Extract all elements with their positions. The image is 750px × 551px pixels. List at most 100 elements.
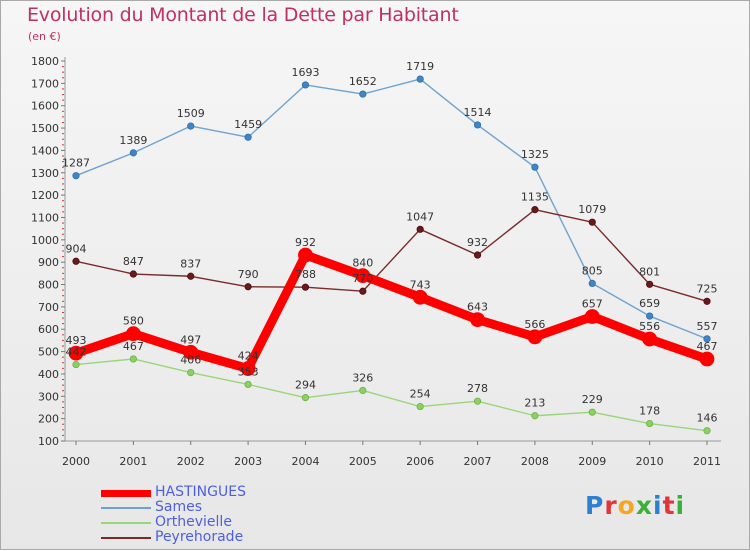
y-minor-tick — [62, 189, 64, 191]
data-label-orthevielle: 229 — [582, 393, 603, 406]
y-minor-tick — [62, 250, 64, 252]
y-minor-tick — [62, 367, 64, 369]
data-label-peyrehorade: 904 — [66, 242, 87, 255]
data-point-sames — [72, 172, 80, 180]
y-minor-tick — [62, 155, 64, 157]
data-point-orthevielle — [531, 412, 539, 420]
y-minor-tick — [62, 429, 64, 431]
data-label-hastingues: 493 — [66, 334, 87, 347]
data-point-sames — [531, 163, 539, 171]
y-tick-label: 400 — [38, 368, 59, 381]
data-point-hastingues — [355, 268, 371, 283]
data-label-hastingues: 932 — [295, 236, 316, 249]
data-point-peyrehorade — [72, 257, 80, 265]
data-point-peyrehorade — [416, 225, 424, 233]
y-minor-tick — [62, 88, 64, 90]
data-label-hastingues: 497 — [180, 333, 201, 346]
data-point-orthevielle — [416, 402, 424, 411]
y-minor-tick — [62, 228, 64, 230]
x-tick-label: 2004 — [291, 455, 319, 468]
data-label-sames: 1693 — [291, 66, 319, 79]
y-tick-label: 500 — [38, 346, 59, 359]
data-label-peyrehorade: 1047 — [406, 210, 434, 223]
y-minor-tick — [62, 423, 64, 425]
y-minor-tick — [62, 384, 64, 386]
data-point-sames — [301, 81, 310, 89]
y-minor-tick — [62, 183, 64, 185]
data-label-sames: 659 — [639, 297, 660, 310]
data-label-hastingues: 743 — [410, 278, 431, 291]
proxiti-logo: Proxiti — [585, 491, 686, 520]
data-label-hastingues: 643 — [467, 301, 488, 314]
legend-swatch — [101, 537, 151, 539]
data-label-orthevielle: 146 — [697, 412, 718, 425]
series-line-peyrehorade — [75, 208, 708, 302]
y-minor-tick — [62, 272, 64, 274]
y-tick-label: 200 — [38, 413, 59, 426]
y-tick-label: 800 — [38, 279, 59, 292]
data-label-sames: 1389 — [119, 134, 147, 147]
y-tick-label: 300 — [38, 390, 59, 403]
y-minor-tick — [62, 256, 64, 258]
data-point-hastingues — [298, 247, 313, 263]
data-label-orthevielle: 326 — [352, 371, 373, 384]
y-minor-tick — [62, 244, 64, 246]
data-point-peyrehorade — [588, 218, 596, 226]
data-label-sames: 1719 — [406, 60, 434, 73]
y-minor-tick — [62, 323, 64, 325]
legend-label: Peyrehorade — [155, 529, 244, 545]
data-label-orthevielle: 294 — [295, 379, 316, 392]
y-minor-tick — [62, 412, 64, 414]
data-label-sames: 1459 — [234, 118, 262, 131]
data-point-peyrehorade — [301, 283, 310, 291]
y-tick-label: 1600 — [31, 100, 59, 113]
data-point-peyrehorade — [531, 206, 539, 214]
data-label-peyrehorade: 790 — [238, 268, 259, 281]
data-label-sames: 1509 — [177, 107, 205, 120]
series-line-orthevielle — [75, 358, 708, 432]
data-point-orthevielle — [473, 397, 482, 405]
y-minor-tick — [62, 177, 64, 179]
x-tick-label: 2003 — [234, 455, 262, 468]
data-label-peyrehorade: 788 — [295, 268, 316, 281]
y-tick-label: 600 — [38, 323, 59, 336]
y-tick-label: 1500 — [31, 122, 59, 135]
data-point-peyrehorade — [473, 251, 482, 259]
y-minor-tick — [62, 211, 64, 213]
y-minor-tick — [62, 295, 64, 297]
data-label-peyrehorade: 837 — [180, 257, 201, 270]
data-label-sames: 1325 — [521, 148, 549, 161]
y-minor-tick — [62, 222, 64, 224]
y-minor-tick — [62, 406, 64, 408]
x-tick-label: 2011 — [693, 455, 721, 468]
data-label-sames: 557 — [697, 320, 718, 333]
y-tick-label: 700 — [38, 301, 59, 314]
y-minor-tick — [62, 289, 64, 291]
data-point-orthevielle — [72, 360, 80, 369]
y-minor-tick — [62, 71, 64, 73]
data-point-sames — [588, 279, 596, 288]
y-minor-tick — [62, 300, 64, 302]
data-point-orthevielle — [187, 368, 195, 377]
data-label-orthevielle: 406 — [180, 354, 201, 367]
chart-unit-label: (en €) — [28, 30, 61, 43]
y-minor-tick — [62, 356, 64, 358]
data-label-sames: 1287 — [62, 157, 90, 170]
y-minor-tick — [62, 121, 64, 123]
x-tick-label: 2009 — [578, 455, 606, 468]
y-minor-tick — [62, 233, 64, 235]
legend-item-sames: Sames — [101, 500, 421, 515]
x-tick-label: 2002 — [177, 455, 205, 468]
y-minor-tick — [62, 138, 64, 140]
x-tick-label: 2010 — [636, 455, 664, 468]
data-point-sames — [187, 122, 195, 130]
y-minor-tick — [62, 311, 64, 313]
data-label-peyrehorade: 770 — [352, 272, 373, 285]
y-minor-tick — [62, 267, 64, 269]
data-label-orthevielle: 278 — [467, 382, 488, 395]
y-minor-tick — [62, 390, 64, 392]
data-point-peyrehorade — [187, 272, 195, 280]
data-point-sames — [703, 335, 711, 343]
data-point-hastingues — [527, 329, 543, 345]
